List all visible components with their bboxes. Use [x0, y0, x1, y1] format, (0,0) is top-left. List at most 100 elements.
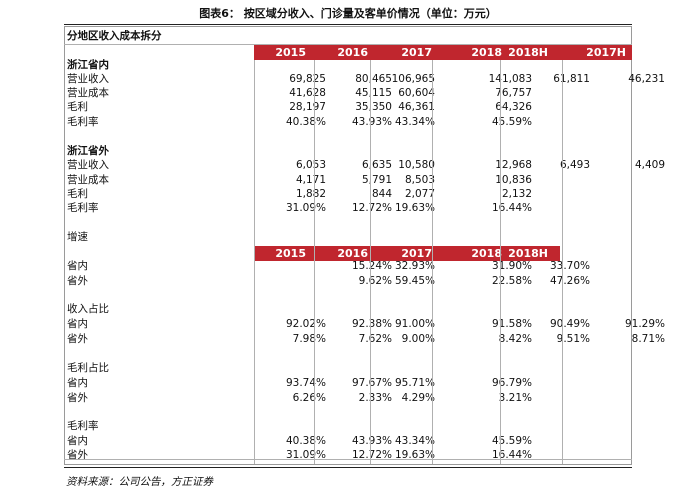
table-cell: 41,628 [289, 87, 326, 99]
header-year: 2018H [508, 247, 548, 260]
table-cell: 91.58% [491, 318, 532, 330]
grid-vline [254, 60, 255, 464]
header-year: 2015 [275, 247, 306, 260]
table-row: 省外 31.09% 12.72% 19.63% 16.44% [64, 449, 632, 462]
row-label: 省外 [67, 333, 88, 345]
table-cell: 19.63% [394, 449, 435, 461]
table-cell: 844 [371, 188, 392, 200]
row-label: 营业成本 [67, 87, 109, 99]
row-label: 毛利 [67, 101, 88, 113]
header-year: 2017 [401, 247, 432, 260]
section-title-row: 收入占比 [64, 303, 632, 316]
section-title: 浙江省外 [67, 145, 109, 157]
table-cell [605, 377, 665, 390]
table-cell: 60,604 [398, 87, 435, 99]
table-cell: 10,836 [495, 174, 532, 186]
table-cell: 9.62% [358, 275, 392, 287]
header-year: 2016 [337, 247, 368, 260]
row-label: 营业收入 [67, 159, 109, 171]
table-cell: 4,409 [634, 159, 665, 171]
table-cell: 7.98% [292, 333, 326, 345]
section-title: 浙江省内 [67, 59, 109, 71]
table-row: 毛利 28,197 35,350 46,361 64,326 [64, 101, 632, 114]
grid-vline [562, 60, 563, 464]
table-cell: 8.71% [631, 333, 665, 345]
table-cell [605, 260, 665, 273]
table-cell: 2,077 [404, 188, 435, 200]
source-note: 资料来源：公司公告，方正证券 [66, 476, 213, 488]
table-title-row: 分地区收入成本拆分 [64, 30, 632, 44]
row-label: 营业成本 [67, 174, 109, 186]
table-cell: 61,811 [553, 73, 590, 85]
table-row: 省内 40.38% 43.93% 43.34% 45.59% [64, 435, 632, 448]
table-cell: 106,965 [391, 73, 435, 85]
table-cell: 46,231 [628, 73, 665, 85]
table-cell [605, 87, 665, 100]
table-cell [605, 449, 665, 462]
table-row: 毛利率 31.09% 12.72% 19.63% 16.44% [64, 202, 632, 215]
row-label: 省外 [67, 449, 88, 461]
table-cell: 97.67% [351, 377, 392, 389]
table-cell: 4,171 [295, 174, 326, 186]
section-title-row: 浙江省内 [64, 59, 632, 72]
table-row: 省内 92.02% 92.38% 91.00% 91.58% 90.49% 91.29% [64, 318, 665, 331]
table-cell: 93.74% [285, 377, 326, 389]
table-cell [605, 188, 665, 201]
table-cell: 43.34% [394, 116, 435, 128]
table-cell: 45,115 [355, 87, 392, 99]
table-cell: 35,350 [355, 101, 392, 113]
table-cell: 46,361 [398, 101, 435, 113]
table-cell: 32.93% [394, 260, 435, 272]
table-cell [605, 202, 665, 215]
header-year: 2016 [337, 46, 368, 59]
table-cell [605, 435, 665, 448]
row-label: 省内 [67, 318, 88, 330]
table-cell: 12,968 [495, 159, 532, 171]
table-cell: 40.38% [285, 116, 326, 128]
table-cell: 43.93% [351, 116, 392, 128]
table-cell: 2.33% [358, 392, 392, 404]
table-cell: 91.00% [394, 318, 435, 330]
table-cell: 10,580 [398, 159, 435, 171]
table-cell [260, 275, 326, 288]
year-header-bar: 2015 2016 2017 2018 2018H 2017H [254, 45, 632, 60]
row-label: 营业收入 [67, 73, 109, 85]
table-row: 营业收入 69,825 80,465 106,965 141,083 61,811 46,2… [64, 73, 665, 86]
table-row: 省外 7.98% 7.62% 9.00% 8.42% 9.51% 8.71% [64, 333, 665, 346]
table-cell [526, 377, 590, 390]
header-year: 2018 [471, 46, 502, 59]
table-cell: 33.70% [549, 260, 590, 272]
table-cell: 80,465 [355, 73, 392, 85]
table-cell: 2,132 [501, 188, 532, 200]
section-title-row: 增速 [64, 231, 632, 244]
table-cell: 6.26% [292, 392, 326, 404]
row-label: 毛利率 [67, 116, 99, 128]
table-cell: 91.29% [624, 318, 665, 330]
table-cell [526, 435, 590, 448]
table-cell: 43.93% [351, 435, 392, 447]
table-row: 营业收入 6,053 6,635 10,580 12,968 6,493 4,409 [64, 159, 665, 172]
bottom-rule [64, 467, 632, 468]
table-cell: 28,197 [289, 101, 326, 113]
table-cell: 92.02% [285, 318, 326, 330]
table-cell: 59.45% [394, 275, 435, 287]
table-cell: 43.34% [394, 435, 435, 447]
table-cell: 92.38% [351, 318, 392, 330]
figure-caption: 图表6： 按区域分收入、门诊量及客单价情况（单位：万元） [199, 7, 497, 20]
table-cell: 76,757 [495, 87, 532, 99]
table-cell [526, 449, 590, 462]
section-title-row: 浙江省外 [64, 145, 632, 158]
table-cell [526, 116, 590, 129]
table-cell: 96.79% [491, 377, 532, 389]
table-row: 营业成本 41,628 45,115 60,604 76,757 [64, 87, 632, 100]
table-cell: 6,635 [361, 159, 392, 171]
table-cell [605, 116, 665, 129]
grid-vline [500, 60, 501, 464]
table-cell: 31.09% [285, 449, 326, 461]
table-cell: 1,882 [295, 188, 326, 200]
header-year: 2017 [401, 46, 432, 59]
table-row: 省外 6.26% 2.33% 4.29% 3.21% [64, 392, 632, 405]
table-cell [526, 188, 590, 201]
table-row: 毛利 1,882 844 2,077 2,132 [64, 188, 632, 201]
table-cell: 40.38% [285, 435, 326, 447]
